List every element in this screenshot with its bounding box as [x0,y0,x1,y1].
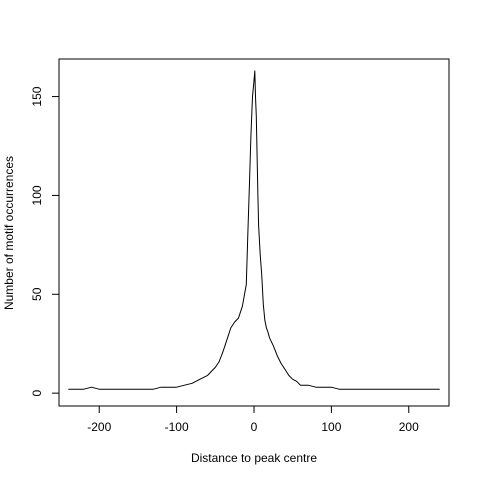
y-tick-label: 150 [30,86,44,106]
y-tick-label: 100 [30,185,44,205]
series-group [68,70,440,390]
y-tick-label: 0 [30,389,44,396]
y-tick-label: 50 [30,287,44,301]
y-axis-label: Number of motif occurrences [2,156,16,310]
x-tick-label: 0 [251,420,258,434]
x-tick-label: -100 [165,420,189,434]
x-tick-label: 100 [321,420,341,434]
series-line [68,70,440,390]
x-tick-label: 200 [399,420,419,434]
x-axis-label: Distance to peak centre [191,451,317,465]
x-axis: -200 -100 0 100 200 [87,405,419,434]
y-axis: 0 50 100 150 [30,86,60,396]
x-tick-label: -200 [87,420,111,434]
